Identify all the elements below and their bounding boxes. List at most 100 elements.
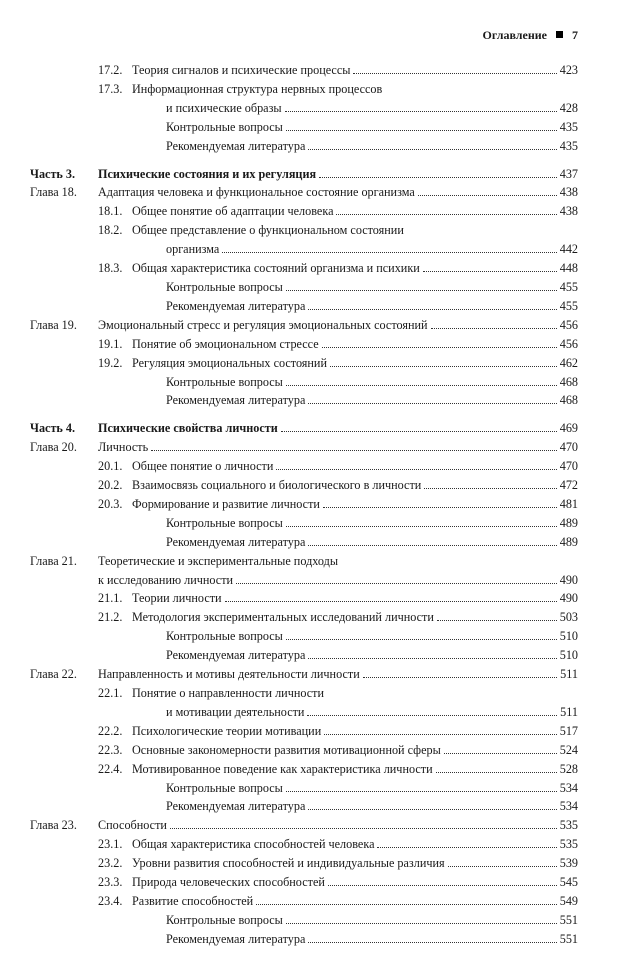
toc-page-number: 438	[560, 183, 578, 202]
toc-page-number: 524	[560, 741, 578, 760]
toc-entry: организма 442	[30, 240, 578, 259]
toc-entry: Рекомендуемая литература489	[30, 533, 578, 552]
toc-page-number: 489	[560, 514, 578, 533]
toc-page-number: 470	[560, 457, 578, 476]
toc-section-number: 18.2.	[98, 221, 132, 240]
toc-section-number: 17.3.	[98, 80, 132, 99]
toc-entry: 18.2.Общее представление о функционально…	[30, 221, 578, 240]
toc-page-number: 442	[560, 240, 578, 259]
toc-leader	[308, 545, 556, 546]
toc-entry: Рекомендуемая литература435	[30, 137, 578, 156]
toc-page-number: 468	[560, 373, 578, 392]
toc-leader	[286, 791, 557, 792]
toc-entry: 19.2.Регуляция эмоциональных состояний46…	[30, 354, 578, 373]
toc-label: Глава 19.	[30, 316, 98, 335]
toc-entry: 23.3.Природа человеческих способностей54…	[30, 873, 578, 892]
toc-leader	[286, 526, 557, 527]
toc-title: Эмоциональный стресс и регуляция эмоцион…	[98, 316, 428, 335]
toc-entry: 22.2.Психологические теории мотивации517	[30, 722, 578, 741]
toc-leader	[444, 753, 557, 754]
toc-entry: и мотивации деятельности511	[30, 703, 578, 722]
toc-title: Личность	[98, 438, 148, 457]
toc-entry: Рекомендуемая литература 455	[30, 297, 578, 316]
toc-title: Контрольные вопросы	[166, 278, 283, 297]
toc-leader	[308, 149, 556, 150]
toc-page-number: 549	[560, 892, 578, 911]
toc-leader	[363, 677, 557, 678]
toc-entry: 17.2.Теория сигналов и психические проце…	[30, 61, 578, 80]
toc-title: Контрольные вопросы	[166, 911, 283, 930]
toc-leader	[308, 809, 556, 810]
toc-section-number: 23.3.	[98, 873, 132, 892]
toc-entry: и психические образы 428	[30, 99, 578, 118]
toc-title: Формирование и развитие личности	[132, 495, 320, 514]
toc-entry: Часть 3.Психические состояния и их регул…	[30, 165, 578, 184]
toc-title: организма	[166, 240, 219, 259]
toc-title: Взаимосвязь социального и биологического…	[132, 476, 421, 495]
toc-entry: Рекомендуемая литература551	[30, 930, 578, 949]
toc-entry: к исследованию личности490	[30, 571, 578, 590]
toc-title: и мотивации деятельности	[166, 703, 304, 722]
toc-page-number: 456	[560, 316, 578, 335]
toc-title: Теории личности	[132, 589, 222, 608]
toc-gap	[30, 410, 578, 419]
toc-entry: 19.1.Понятие об эмоциональном стрессе456	[30, 335, 578, 354]
toc-title: Природа человеческих способностей	[132, 873, 325, 892]
toc-page-number: 455	[560, 278, 578, 297]
toc-section-number: 23.2.	[98, 854, 132, 873]
toc-leader	[286, 290, 557, 291]
table-of-contents: 17.2.Теория сигналов и психические проце…	[30, 61, 578, 949]
toc-title: Общая характеристика состояний организма…	[132, 259, 420, 278]
toc-label: Глава 23.	[30, 816, 98, 835]
toc-title: и психические образы	[166, 99, 282, 118]
toc-title: Психические свойства личности	[98, 419, 278, 438]
toc-page-number: 539	[560, 854, 578, 873]
toc-page-number: 438	[560, 202, 578, 221]
toc-title: Психологические теории мотивации	[132, 722, 321, 741]
toc-leader	[448, 866, 557, 867]
toc-section-number: 22.4.	[98, 760, 132, 779]
toc-entry: 22.3.Основные закономерности развития мо…	[30, 741, 578, 760]
toc-leader	[418, 195, 557, 196]
toc-section-number: 23.1.	[98, 835, 132, 854]
toc-title: Мотивированное поведение как характерист…	[132, 760, 433, 779]
toc-page-number: 455	[560, 297, 578, 316]
toc-title: Рекомендуемая литература	[166, 930, 305, 949]
toc-page-number: 503	[560, 608, 578, 627]
toc-page-number: 469	[560, 419, 578, 438]
toc-page-number: 428	[560, 99, 578, 118]
toc-title: Рекомендуемая литература	[166, 297, 305, 316]
toc-title: Основные закономерности развития мотивац…	[132, 741, 441, 760]
toc-entry: Глава 18.Адаптация человека и функционал…	[30, 183, 578, 202]
toc-section-number: 23.4.	[98, 892, 132, 911]
toc-leader	[285, 111, 557, 112]
toc-page-number: 462	[560, 354, 578, 373]
toc-entry: Рекомендуемая литература510	[30, 646, 578, 665]
toc-entry: Контрольные вопросы551	[30, 911, 578, 930]
toc-title: Методология экспериментальных исследован…	[132, 608, 434, 627]
toc-leader	[319, 177, 557, 178]
toc-title: Психические состояния и их регуляция	[98, 165, 316, 184]
toc-section-number: 22.2.	[98, 722, 132, 741]
toc-title: Контрольные вопросы	[166, 514, 283, 533]
toc-title: Контрольные вопросы	[166, 627, 283, 646]
toc-page-number: 528	[560, 760, 578, 779]
toc-page-number: 510	[560, 646, 578, 665]
toc-page-number: 472	[560, 476, 578, 495]
toc-section-number: 19.2.	[98, 354, 132, 373]
toc-section-number: 17.2.	[98, 61, 132, 80]
toc-page-number: 423	[560, 61, 578, 80]
toc-title: к исследованию личности	[98, 571, 233, 590]
toc-leader	[308, 403, 556, 404]
toc-section-number: 20.3.	[98, 495, 132, 514]
toc-section-number: 18.3.	[98, 259, 132, 278]
toc-entry: Контрольные вопросы435	[30, 118, 578, 137]
toc-leader	[377, 847, 556, 848]
toc-title: Адаптация человека и функциональное сост…	[98, 183, 415, 202]
header-square-icon	[556, 31, 563, 38]
toc-leader	[308, 658, 556, 659]
toc-entry: Рекомендуемая литература468	[30, 391, 578, 410]
toc-title: Уровни развития способностей и индивидуа…	[132, 854, 445, 873]
toc-section-number: 18.1.	[98, 202, 132, 221]
toc-page-number: 535	[560, 835, 578, 854]
